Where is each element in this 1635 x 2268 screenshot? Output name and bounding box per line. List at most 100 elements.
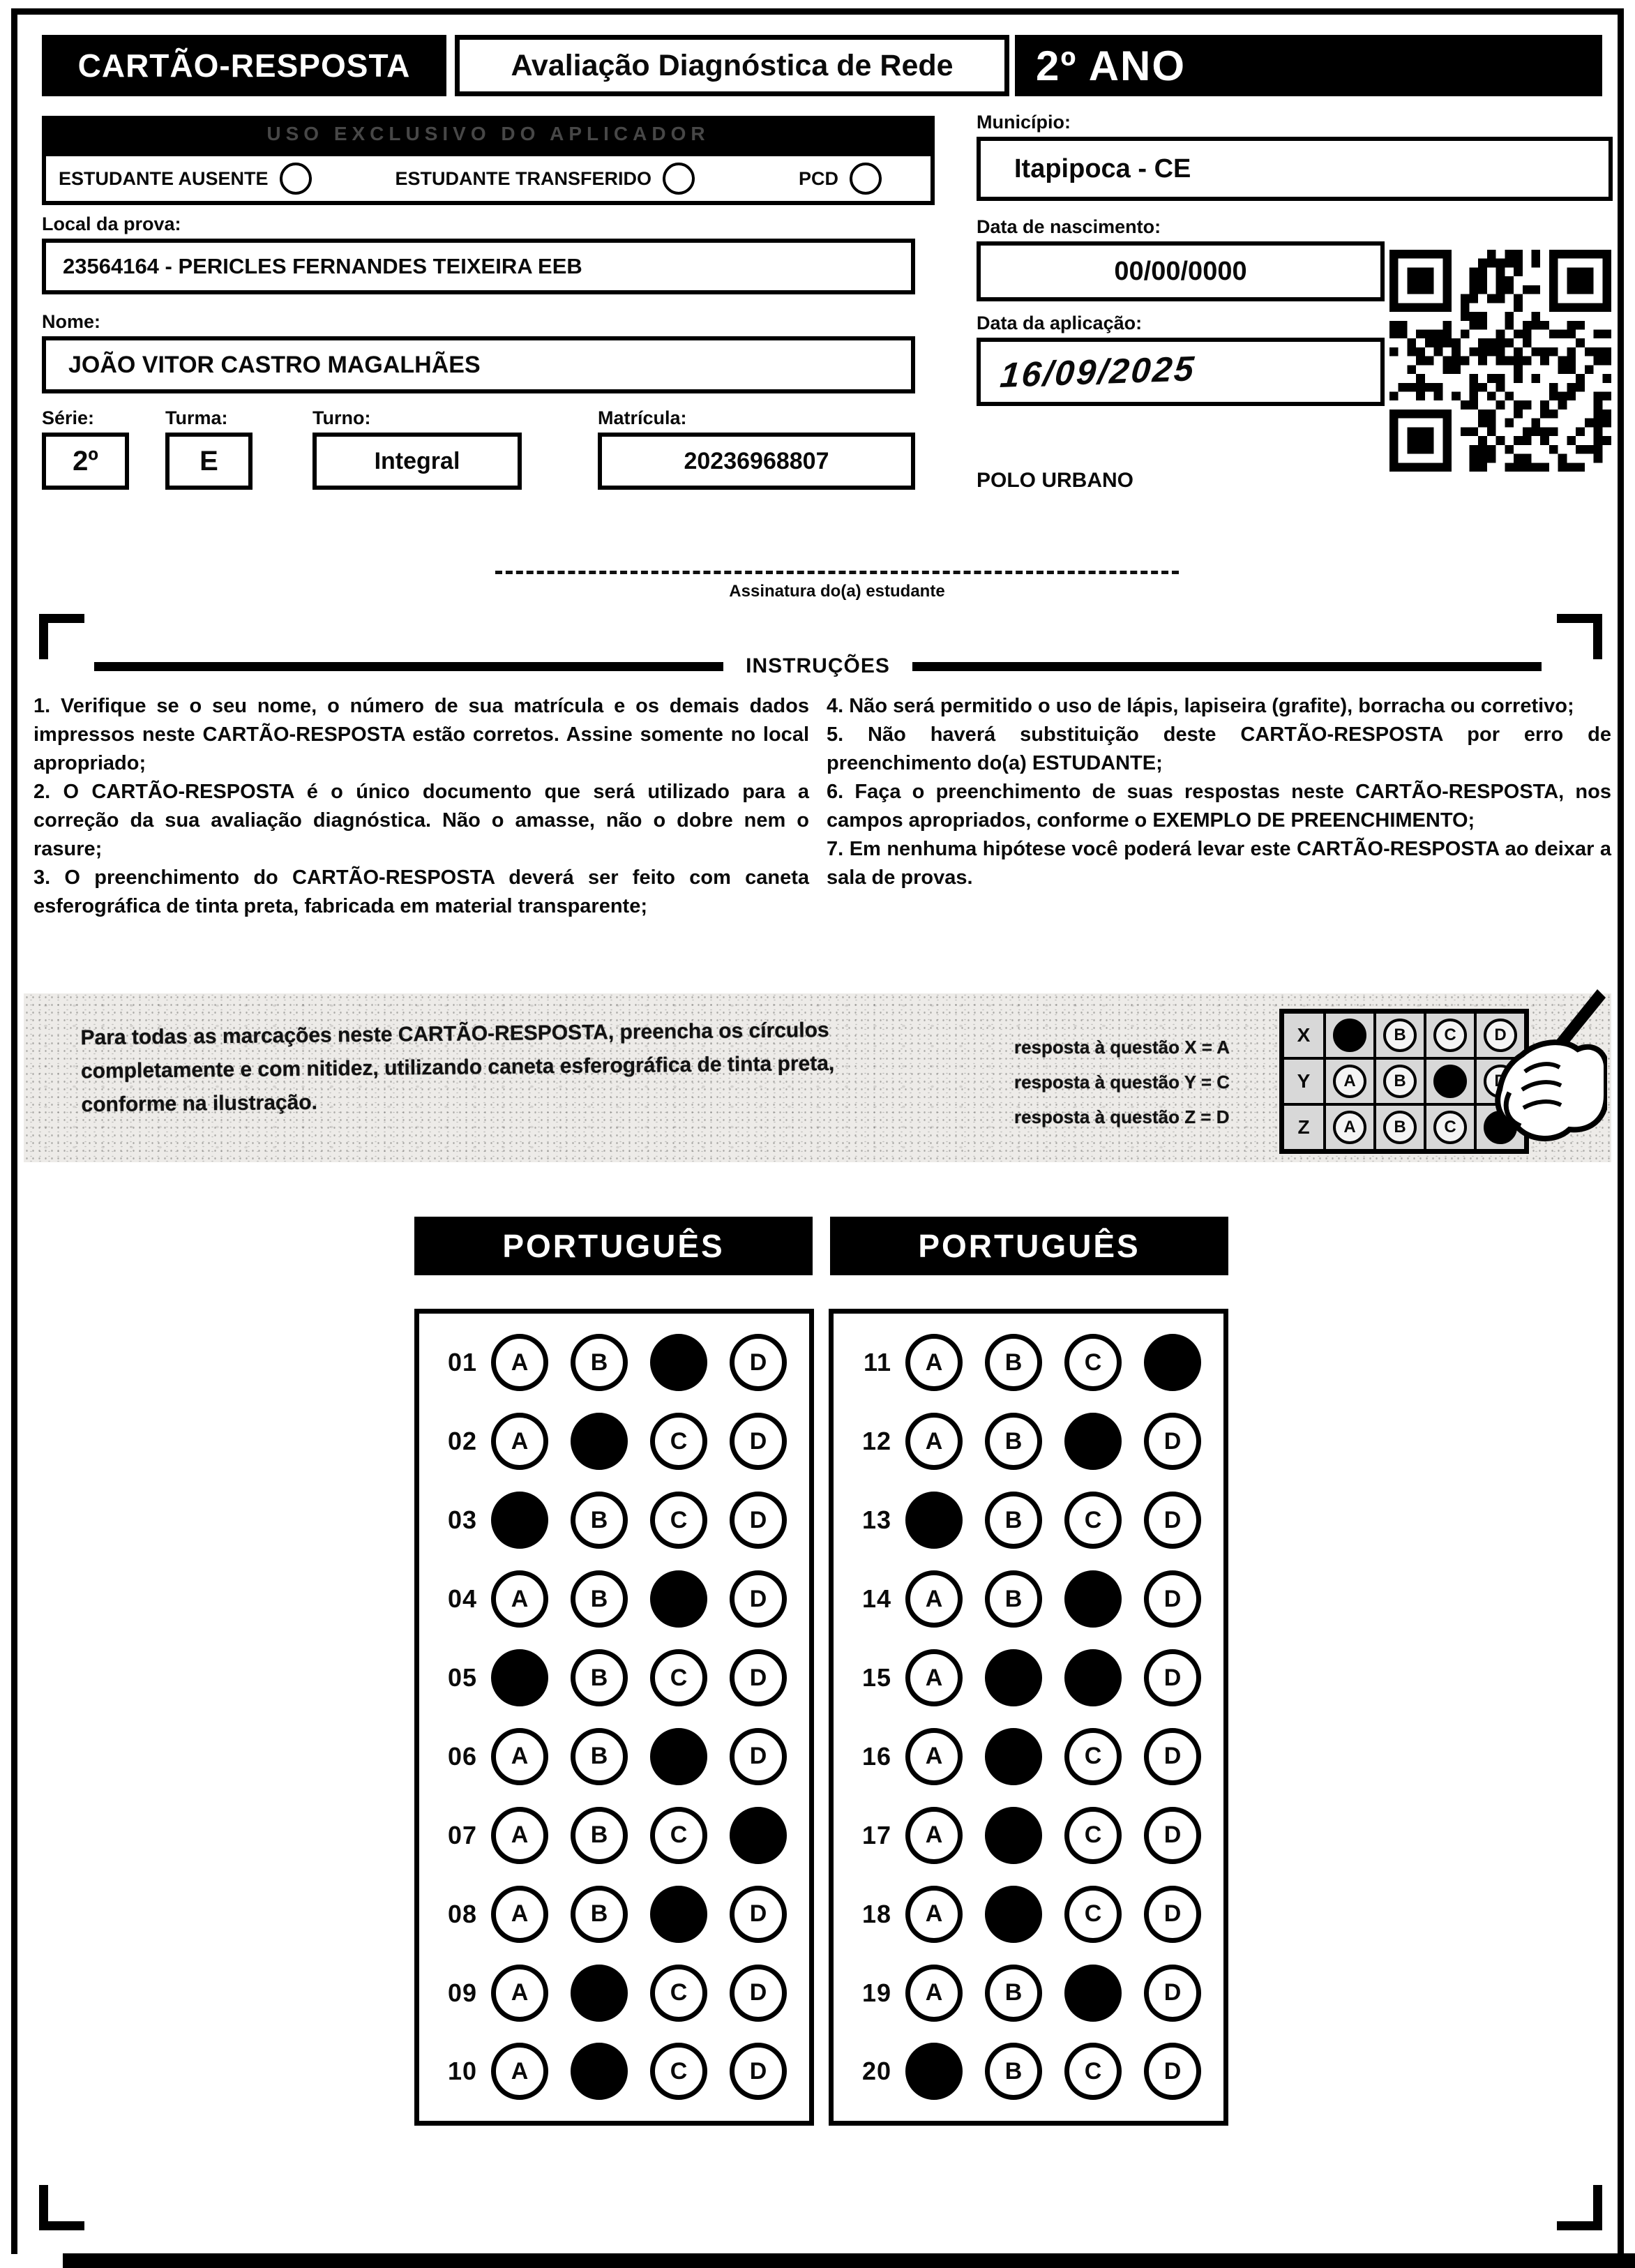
answer-bubble-07-C[interactable]: C — [650, 1806, 707, 1864]
answer-bubble-17-D[interactable]: D — [1144, 1806, 1201, 1864]
question-row-11: 11 A B C — [845, 1334, 1223, 1392]
answer-bubble-02-D[interactable]: D — [730, 1413, 787, 1471]
answer-bubble-01-D[interactable]: D — [730, 1334, 787, 1392]
answer-bubble-19-C[interactable] — [1064, 1964, 1122, 2022]
example-answer-notes: resposta à questão X = A resposta à ques… — [1014, 1030, 1230, 1134]
answer-bubble-01-A[interactable]: A — [491, 1334, 548, 1392]
local-da-prova-value: 23564164 - PERICLES FERNANDES TEIXEIRA E… — [42, 239, 915, 294]
answer-bubble-04-D[interactable]: D — [730, 1570, 787, 1628]
answer-bubble-18-D[interactable]: D — [1144, 1885, 1201, 1943]
answer-bubble-14-D[interactable]: D — [1144, 1570, 1201, 1628]
pcd-bubble[interactable] — [850, 163, 882, 195]
answer-bubble-05-C[interactable]: C — [650, 1649, 707, 1706]
answers-grid-q01-q10: 01 A B D 02 A C D 03 B C D 04 A B D 05 B C D 06 A B D 07 A B C 08 A B D… — [414, 1309, 814, 2126]
status-estudante-ausente: ESTUDANTE AUSENTE — [59, 163, 312, 195]
answer-bubble-13-A[interactable] — [905, 1492, 963, 1549]
answer-bubble-13-C[interactable]: C — [1064, 1492, 1122, 1549]
answer-bubble-17-A[interactable]: A — [905, 1806, 963, 1864]
answer-bubble-06-A[interactable]: A — [491, 1727, 548, 1785]
answer-bubble-08-A[interactable]: A — [491, 1885, 548, 1943]
answer-bubble-18-C[interactable]: C — [1064, 1885, 1122, 1943]
answer-bubble-18-B[interactable] — [985, 1885, 1042, 1943]
answer-bubble-09-D[interactable]: D — [730, 1964, 787, 2022]
answer-bubble-20-C[interactable]: C — [1064, 2043, 1122, 2101]
answer-bubble-09-B[interactable] — [571, 1964, 628, 2022]
answer-bubble-07-B[interactable]: B — [571, 1806, 628, 1864]
answer-bubble-02-C[interactable]: C — [650, 1413, 707, 1471]
answer-bubble-11-B[interactable]: B — [985, 1334, 1042, 1392]
answer-bubble-09-A[interactable]: A — [491, 1964, 548, 2022]
answer-bubble-05-B[interactable]: B — [571, 1649, 628, 1706]
question-number: 08 — [447, 1899, 477, 1928]
answer-bubble-16-B[interactable] — [985, 1727, 1042, 1785]
answer-bubble-08-D[interactable]: D — [730, 1885, 787, 1943]
answer-bubble-20-A[interactable] — [905, 2043, 963, 2101]
example-bubble-Z-B: B — [1383, 1111, 1417, 1144]
answer-bubble-17-C[interactable]: C — [1064, 1806, 1122, 1864]
answer-bubble-14-C[interactable] — [1064, 1570, 1122, 1628]
answer-bubble-20-B[interactable]: B — [985, 2043, 1042, 2101]
answer-bubble-07-D[interactable] — [730, 1806, 787, 1864]
answer-bubble-03-D[interactable]: D — [730, 1492, 787, 1549]
answer-bubble-19-D[interactable]: D — [1144, 1964, 1201, 2022]
answer-bubble-11-C[interactable]: C — [1064, 1334, 1122, 1392]
answer-bubble-20-D[interactable]: D — [1144, 2043, 1201, 2101]
answer-bubble-16-A[interactable]: A — [905, 1727, 963, 1785]
answer-bubble-15-A[interactable]: A — [905, 1649, 963, 1706]
answer-bubble-07-A[interactable]: A — [491, 1806, 548, 1864]
answer-bubble-04-A[interactable]: A — [491, 1570, 548, 1628]
answer-bubble-16-D[interactable]: D — [1144, 1727, 1201, 1785]
transferido-bubble[interactable] — [663, 163, 695, 195]
example-bubble-X-D: D — [1484, 1019, 1517, 1052]
answer-bubble-15-C[interactable] — [1064, 1649, 1122, 1706]
answer-bubble-14-A[interactable]: A — [905, 1570, 963, 1628]
question-number: 09 — [447, 1978, 477, 2007]
answer-bubble-11-A[interactable]: A — [905, 1334, 963, 1392]
answer-bubble-12-D[interactable]: D — [1144, 1413, 1201, 1471]
answer-bubble-15-D[interactable]: D — [1144, 1649, 1201, 1706]
answer-bubble-05-A[interactable] — [491, 1649, 548, 1706]
answer-bubble-06-C[interactable] — [650, 1727, 707, 1785]
answer-bubble-03-C[interactable]: C — [650, 1492, 707, 1549]
answer-bubble-13-B[interactable]: B — [985, 1492, 1042, 1549]
answer-bubble-06-B[interactable]: B — [571, 1727, 628, 1785]
answer-bubble-01-B[interactable]: B — [571, 1334, 628, 1392]
answer-bubble-02-A[interactable]: A — [491, 1413, 548, 1471]
answer-bubble-15-B[interactable] — [985, 1649, 1042, 1706]
answer-bubble-05-D[interactable]: D — [730, 1649, 787, 1706]
answer-bubble-10-D[interactable]: D — [730, 2043, 787, 2101]
answer-bubble-04-B[interactable]: B — [571, 1570, 628, 1628]
data-aplicacao-label: Data da aplicação: — [977, 313, 1143, 333]
answer-bubble-10-A[interactable]: A — [491, 2043, 548, 2101]
answer-bubble-12-C[interactable] — [1064, 1413, 1122, 1471]
answer-bubble-03-A[interactable] — [491, 1492, 548, 1549]
answer-bubble-09-C[interactable]: C — [650, 1964, 707, 2022]
question-row-17: 17 A C D — [845, 1806, 1223, 1864]
answer-bubble-13-D[interactable]: D — [1144, 1492, 1201, 1549]
answer-bubble-12-A[interactable]: A — [905, 1413, 963, 1471]
answer-bubble-12-B[interactable]: B — [985, 1413, 1042, 1471]
answer-bubble-19-B[interactable]: B — [985, 1964, 1042, 2022]
answer-bubble-19-A[interactable]: A — [905, 1964, 963, 2022]
answer-bubble-06-D[interactable]: D — [730, 1727, 787, 1785]
answer-bubble-11-D[interactable] — [1144, 1334, 1201, 1392]
answer-bubble-18-A[interactable]: A — [905, 1885, 963, 1943]
answer-bubble-16-C[interactable]: C — [1064, 1727, 1122, 1785]
assessment-title: Avaliação Diagnóstica de Rede — [455, 35, 1009, 96]
answer-bubble-08-B[interactable]: B — [571, 1885, 628, 1943]
answer-bubble-08-C[interactable] — [650, 1885, 707, 1943]
question-number: 07 — [447, 1820, 477, 1849]
answer-bubble-17-B[interactable] — [985, 1806, 1042, 1864]
answer-bubble-14-B[interactable]: B — [985, 1570, 1042, 1628]
answer-bubble-10-B[interactable] — [571, 2043, 628, 2101]
example-cell-Y-C — [1426, 1060, 1474, 1103]
ausente-bubble[interactable] — [279, 163, 312, 195]
answer-bubble-01-C[interactable] — [650, 1334, 707, 1392]
data-aplicacao-field[interactable]: 16/09/2025 — [977, 338, 1385, 406]
question-row-10: 10 A C D — [430, 2043, 809, 2101]
answer-bubble-04-C[interactable] — [650, 1570, 707, 1628]
signature-line[interactable] — [495, 571, 1179, 574]
answer-bubble-10-C[interactable]: C — [650, 2043, 707, 2101]
answer-bubble-03-B[interactable]: B — [571, 1492, 628, 1549]
answer-bubble-02-B[interactable] — [571, 1413, 628, 1471]
